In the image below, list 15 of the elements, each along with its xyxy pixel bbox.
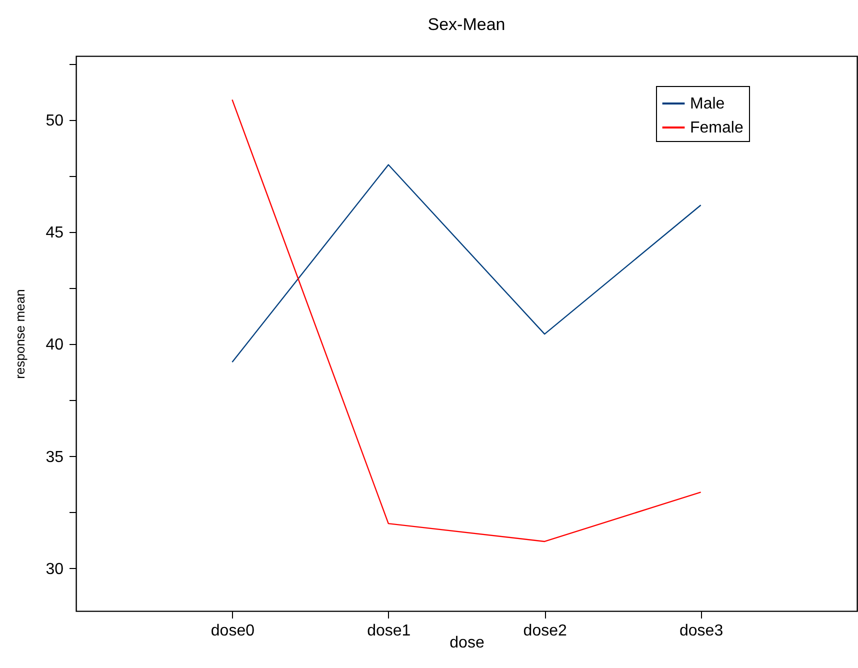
y-tick-label: 40 (46, 336, 64, 354)
x-tick-label: dose1 (367, 622, 411, 640)
y-tick-label: 35 (46, 448, 64, 466)
y-axis-title: response mean (12, 289, 28, 379)
x-axis-title: dose (450, 634, 484, 652)
x-tick-label: dose3 (680, 622, 724, 640)
chart-title: Sex-Mean (428, 15, 506, 34)
y-tick-label: 30 (46, 560, 64, 578)
legend-label: Female (690, 120, 744, 136)
y-tick-label: 45 (46, 224, 64, 242)
line-series (232, 164, 702, 363)
legend-label: Male (690, 96, 725, 112)
x-tick-label: dose2 (523, 622, 567, 640)
y-tick-label: 50 (46, 112, 64, 130)
x-tick-label: dose0 (210, 622, 255, 640)
